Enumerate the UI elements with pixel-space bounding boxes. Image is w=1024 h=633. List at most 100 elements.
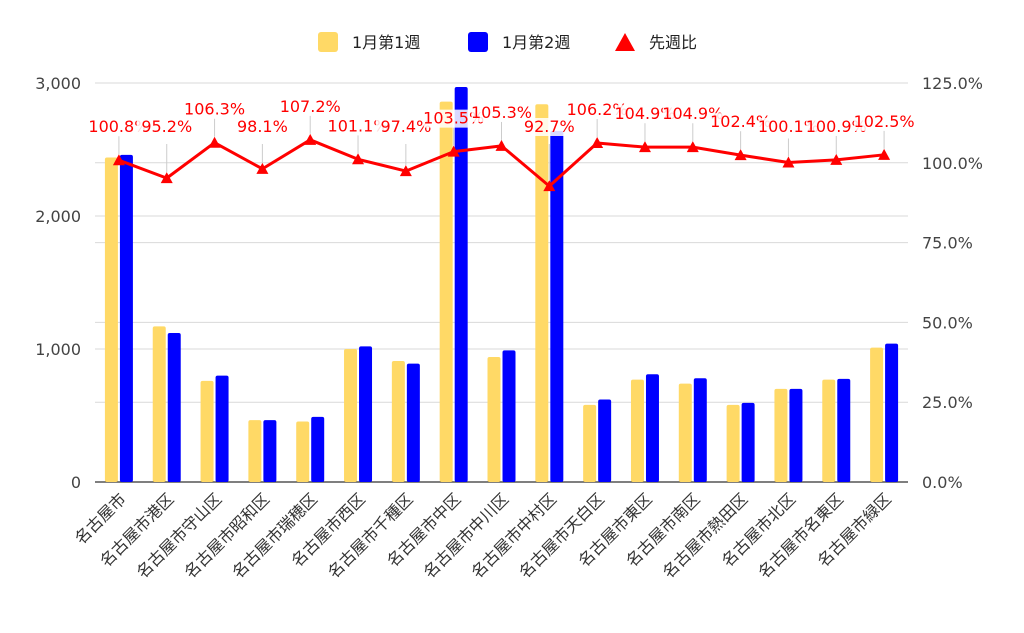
bar (263, 420, 277, 482)
bar (645, 374, 659, 482)
bar (630, 379, 644, 482)
bar (598, 399, 612, 482)
ratio-line: 100.8%95.2%106.3%98.1%107.2%101.1%97.4% 1… (88, 97, 915, 192)
data-label: 100.9% (806, 117, 867, 136)
data-label-bg (232, 118, 293, 136)
x-tick-label: 名古屋市中村区 (468, 489, 561, 582)
bar (583, 404, 597, 482)
legend: 1月第1週 1月第2週 先週比 (318, 32, 697, 52)
line-point (495, 139, 508, 151)
data-label-bg (854, 112, 915, 131)
bar (550, 130, 564, 482)
gridlines (95, 82, 908, 483)
line-point (208, 136, 221, 148)
data-label: 107.2% (280, 97, 341, 116)
data-label-bg (567, 101, 628, 120)
y-left-tick-label: 0 (71, 473, 81, 492)
line-point (543, 180, 556, 192)
bar (391, 360, 405, 482)
bar (837, 378, 851, 482)
data-label: 97.4% (380, 117, 431, 136)
legend-label: 1月第1週 (352, 33, 420, 52)
bar (167, 333, 181, 482)
bar (152, 326, 166, 482)
y-left-tick-label: 3,000 (35, 74, 81, 93)
bar (359, 346, 373, 482)
x-tick-label: 名古屋市昭和区 (181, 489, 274, 582)
x-tick-label: 名古屋市千種区 (324, 489, 417, 582)
bar (344, 349, 358, 482)
x-tick-label: 名古屋市守山区 (133, 489, 226, 582)
bar (870, 347, 884, 482)
y-left-tick-label: 2,000 (35, 207, 81, 226)
data-label-bg (806, 117, 867, 136)
data-label: 100.8% (88, 117, 149, 136)
data-label-bg (280, 97, 341, 116)
line-point (591, 137, 604, 149)
data-label-bg (423, 109, 484, 128)
y-right-tick-label: 100.0% (922, 154, 983, 173)
data-label: 102.4% (710, 112, 771, 131)
bar (119, 154, 133, 482)
legend-label: 1月第2週 (502, 33, 570, 52)
line-point (160, 172, 173, 184)
bar (311, 416, 325, 482)
line-point (878, 148, 891, 160)
data-label: 95.2% (141, 117, 192, 136)
data-label-bg (184, 100, 245, 119)
line-point (447, 145, 460, 157)
data-label-bg (758, 118, 819, 136)
x-tick-label: 名古屋市中川区 (420, 489, 513, 582)
x-tick-label: 名古屋市名東区 (754, 489, 847, 582)
bar (502, 350, 516, 482)
bar (789, 388, 803, 482)
bar (104, 157, 118, 483)
line-point (782, 156, 795, 168)
bar (741, 402, 755, 482)
line-point (399, 165, 412, 177)
data-label-bg (519, 118, 580, 136)
bar (487, 356, 501, 482)
data-label: 101.1% (328, 116, 389, 135)
data-label-bg (328, 117, 389, 136)
data-label: 104.9% (614, 104, 675, 123)
x-tick-label: 名古屋市熱田区 (659, 489, 752, 582)
line-point (112, 154, 125, 166)
bar (248, 420, 262, 482)
y-right-tick-label: 0.0% (922, 473, 963, 492)
bar (454, 86, 468, 483)
data-label: 92.7% (524, 117, 575, 136)
line-point (304, 133, 317, 145)
bar (200, 380, 214, 482)
data-label-bg (710, 113, 771, 132)
legend-swatch (318, 32, 338, 52)
x-tick-label: 名古屋市天白区 (515, 489, 608, 582)
line-point (352, 153, 365, 165)
y-axis-right: 0.0% 25.0% 50.0% 75.0% 100.0% 125.0% (922, 74, 983, 492)
data-label: 100.1% (758, 117, 819, 136)
data-label-bg (136, 118, 197, 136)
line-point (256, 162, 269, 174)
y-axis-left: 0 1,000 2,000 3,000 (35, 74, 81, 492)
data-label-bg (471, 103, 532, 122)
bar (693, 378, 707, 482)
bar (774, 388, 788, 482)
bar (215, 375, 229, 482)
bar (296, 421, 310, 482)
line-point (686, 141, 699, 153)
y-right-tick-label: 50.0% (922, 313, 973, 332)
bar (439, 101, 453, 483)
data-label-bg (375, 118, 436, 136)
y-right-tick-label: 25.0% (922, 393, 973, 412)
data-label: 105.3% (471, 103, 532, 122)
data-label: 98.1% (237, 117, 288, 136)
bars (104, 86, 899, 483)
line-point (734, 149, 747, 161)
data-label: 106.3% (184, 100, 245, 119)
bar (406, 363, 420, 482)
legend-swatch (468, 32, 488, 52)
x-axis: 名古屋市名古屋市港区名古屋市守山区名古屋市昭和区名古屋市瑞穂区名古屋市西区名古屋… (71, 489, 895, 582)
data-label: 106.2% (567, 100, 628, 119)
legend-marker (615, 33, 635, 51)
